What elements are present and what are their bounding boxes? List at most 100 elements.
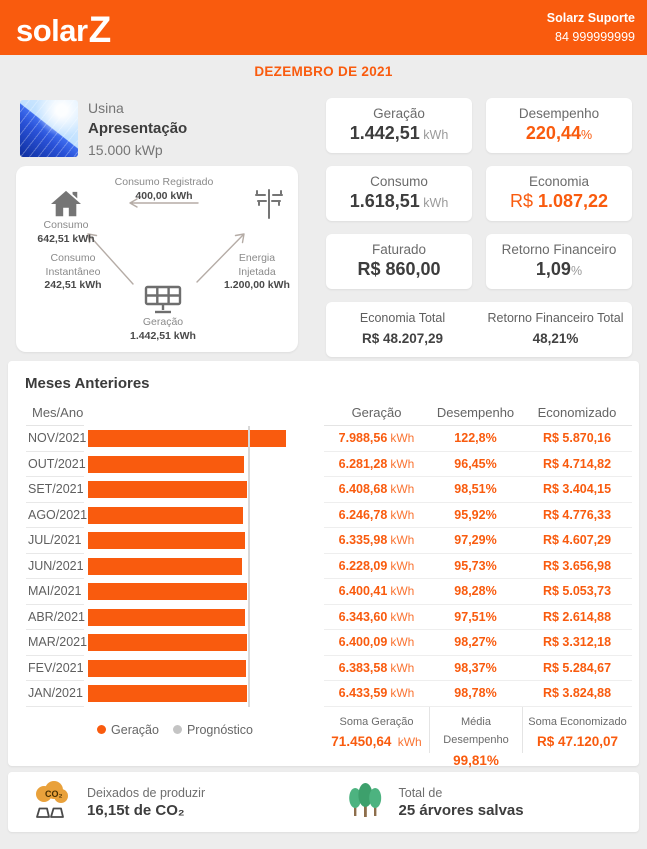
generation-bar	[88, 685, 248, 703]
generation-bar	[88, 430, 286, 448]
stat-card-label: Retorno Financeiro	[501, 242, 617, 257]
summary-performance-value: 99,81%	[453, 752, 499, 768]
generation-bar	[88, 608, 246, 626]
trees-texts: Total de 25 árvores salvas	[399, 786, 524, 819]
generation-unit: kWh	[390, 609, 415, 624]
summary-saved: Soma Economizado R$ 47.120,07	[522, 706, 632, 753]
performance-number: 122,8%	[454, 431, 497, 446]
generation-cell: 6.228,09 kWh	[324, 554, 429, 579]
legend-prognostico-label: Prognóstico	[186, 722, 253, 737]
column-header-performance: Desempenho	[429, 400, 522, 426]
plant-type-label: Usina	[88, 100, 124, 116]
registered-consumption-label: Consumo Registrado	[114, 176, 214, 188]
period-bar: DEZEMBRO DE 2021	[0, 55, 647, 88]
saved-number: R$ 3.824,88	[542, 686, 612, 701]
saved-number: R$ 2.614,88	[542, 609, 612, 624]
generation-bar	[88, 634, 247, 652]
plant-info[interactable]: Usina Apresentação 15.000 kWp	[88, 98, 187, 160]
saved-number: R$ 3.656,98	[542, 558, 612, 573]
stat-card-2: Consumo 1.618,51 kWh	[326, 166, 472, 221]
stat-value-number: 1.618,51	[349, 191, 420, 211]
stat-value-number: 1.442,51	[349, 123, 420, 143]
house-icon	[49, 189, 83, 226]
generation-block: Geração 1.442,51 kWh	[121, 316, 205, 343]
month-label: MAR/2021	[26, 630, 87, 656]
performance-cell: 95,92%	[429, 503, 522, 528]
generation-bar-cell	[84, 681, 324, 707]
generation-bar-cell	[84, 579, 324, 605]
performance-cell: 122,8%	[429, 426, 522, 452]
stat-value-number: 220,44	[525, 123, 581, 143]
performance-number: 96,45%	[454, 456, 497, 471]
co2-value: 16,15t de CO₂	[87, 801, 185, 819]
energy-flow-diagram: Consumo Registrado 400,00 kWh Consumo 64…	[16, 166, 298, 352]
generation-unit: kWh	[390, 431, 415, 446]
generation-unit: kWh	[390, 686, 415, 701]
performance-number: 98,28%	[454, 584, 497, 599]
saved-number: R$ 4.776,33	[542, 507, 612, 522]
environment-footer: CO₂ Deixados de produzir 16,15t de CO₂	[8, 772, 639, 832]
generation-cell: 7.988,56 kWh	[324, 426, 429, 452]
performance-cell: 97,51%	[429, 605, 522, 630]
generation-number: 6.408,68	[338, 482, 388, 497]
stat-card-value: R$ 860,00	[326, 259, 472, 280]
registered-consumption-value: 400,00 kWh	[135, 189, 193, 202]
stat-value-number: 1.087,22	[537, 191, 609, 211]
column-header-chart	[84, 400, 324, 426]
consumption-label: Consumo	[43, 219, 89, 231]
saved-cell: R$ 3.656,98	[522, 554, 632, 579]
generation-bar-cell	[84, 656, 324, 682]
saved-cell: R$ 5.284,67	[522, 656, 632, 681]
generation-bar-cell	[84, 554, 324, 580]
summary-generation: Soma Geração 71.450,64 kWh	[324, 707, 429, 753]
saved-number: R$ 5.284,67	[542, 660, 612, 675]
plant-name: Apresentação	[88, 120, 188, 138]
generation-number: 6.400,09	[338, 635, 388, 650]
stat-value-prefix: R$	[509, 191, 538, 211]
plant-capacity: 15.000 kWp	[88, 142, 163, 159]
performance-number: 98,78%	[454, 686, 497, 701]
legend-item-prognostico: Prognóstico	[172, 722, 253, 737]
injected-energy-block: Energia Injetada 1.200,00 kWh	[215, 252, 299, 293]
generation-bar-cell	[84, 503, 324, 529]
performance-number: 98,27%	[454, 635, 497, 650]
performance-cell: 98,78%	[429, 681, 522, 707]
co2-label: Deixados de produzir	[87, 785, 206, 800]
instantaneous-consumption-block: Consumo Instantâneo 242,51 kWh	[31, 252, 115, 293]
saved-cell: R$ 3.824,88	[522, 681, 632, 707]
saved-cell: R$ 4.776,33	[522, 503, 632, 528]
month-label: JUN/2021	[26, 554, 84, 579]
summary-generation-label: Soma Geração	[339, 715, 414, 728]
instantaneous-value: 242,51 kWh	[44, 279, 102, 292]
support-phone: 84 999999999	[555, 29, 635, 44]
saved-cell: R$ 5.053,73	[522, 579, 632, 605]
registered-consumption-block: Consumo Registrado 400,00 kWh	[94, 176, 234, 203]
saved-cell: R$ 3.404,15	[522, 477, 632, 503]
generation-unit: kWh	[390, 482, 415, 497]
total-return-label: Retorno Financeiro Total	[487, 311, 624, 326]
generation-bar	[88, 583, 247, 601]
consumption-value: 642,51 kWh	[37, 232, 95, 245]
prognostico-dot-icon	[172, 725, 182, 734]
saved-number: R$ 4.714,82	[542, 456, 612, 471]
generation-unit: kWh	[390, 584, 415, 599]
generation-value: 1.442,51 kWh	[130, 329, 196, 342]
saved-number: R$ 3.404,15	[542, 482, 612, 497]
injected-label-1: Energia	[238, 252, 276, 264]
generation-cell: 6.281,28 kWh	[324, 452, 429, 477]
stat-card-label: Geração	[373, 106, 425, 121]
generation-bar-cell	[84, 605, 324, 631]
generation-dot-icon	[97, 725, 107, 734]
performance-number: 95,73%	[454, 558, 497, 573]
co2-texts: Deixados de produzir 16,15t de CO₂	[87, 786, 205, 819]
total-savings-value: R$ 48.207,29	[361, 330, 444, 346]
generation-cell: 6.246,78 kWh	[324, 503, 429, 528]
generation-cell: 6.343,60 kWh	[324, 605, 429, 630]
total-savings-label: Economia Total	[359, 311, 446, 326]
saved-cell: R$ 3.312,18	[522, 630, 632, 656]
co2-factory-icon: CO₂	[30, 779, 72, 826]
performance-cell: 95,73%	[429, 554, 522, 579]
injected-label-2: Injetada	[238, 265, 276, 278]
stat-card-value: 1,09%	[486, 259, 632, 280]
month-label: OUT/2021	[26, 452, 86, 477]
